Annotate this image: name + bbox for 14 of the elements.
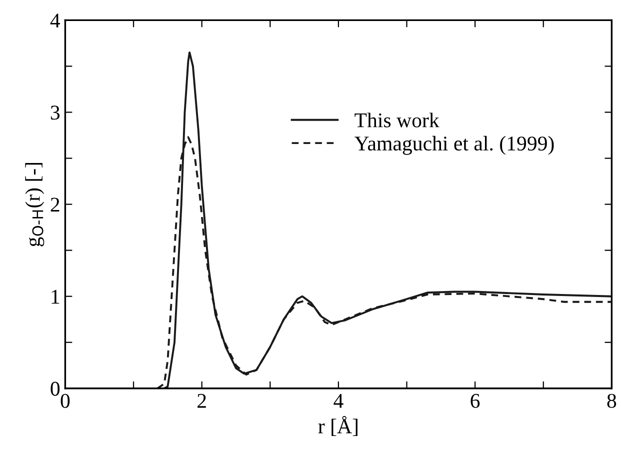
x-tick-label: 2 [198, 394, 206, 408]
y-tick-label: 2 [50, 198, 60, 212]
x-tick-label: 6 [470, 394, 480, 408]
legend-label: This work [354, 112, 440, 128]
y-tick-label: 4 [50, 14, 60, 28]
x-tick-label: 8 [607, 394, 616, 408]
x-axis-title: r [Å] [318, 416, 358, 436]
y-tick-label: 3 [50, 106, 60, 120]
y-axis-title: g$_{O-H}$(r) [-] [25, 163, 44, 246]
legend-label: Yamaguchi et al. (1999) [354, 136, 554, 155]
x-tick-label: 0 [60, 394, 70, 408]
y-tick-label: 1 [52, 290, 60, 304]
y-tick-label: 0 [50, 382, 60, 396]
x-tick-label: 4 [334, 394, 344, 408]
